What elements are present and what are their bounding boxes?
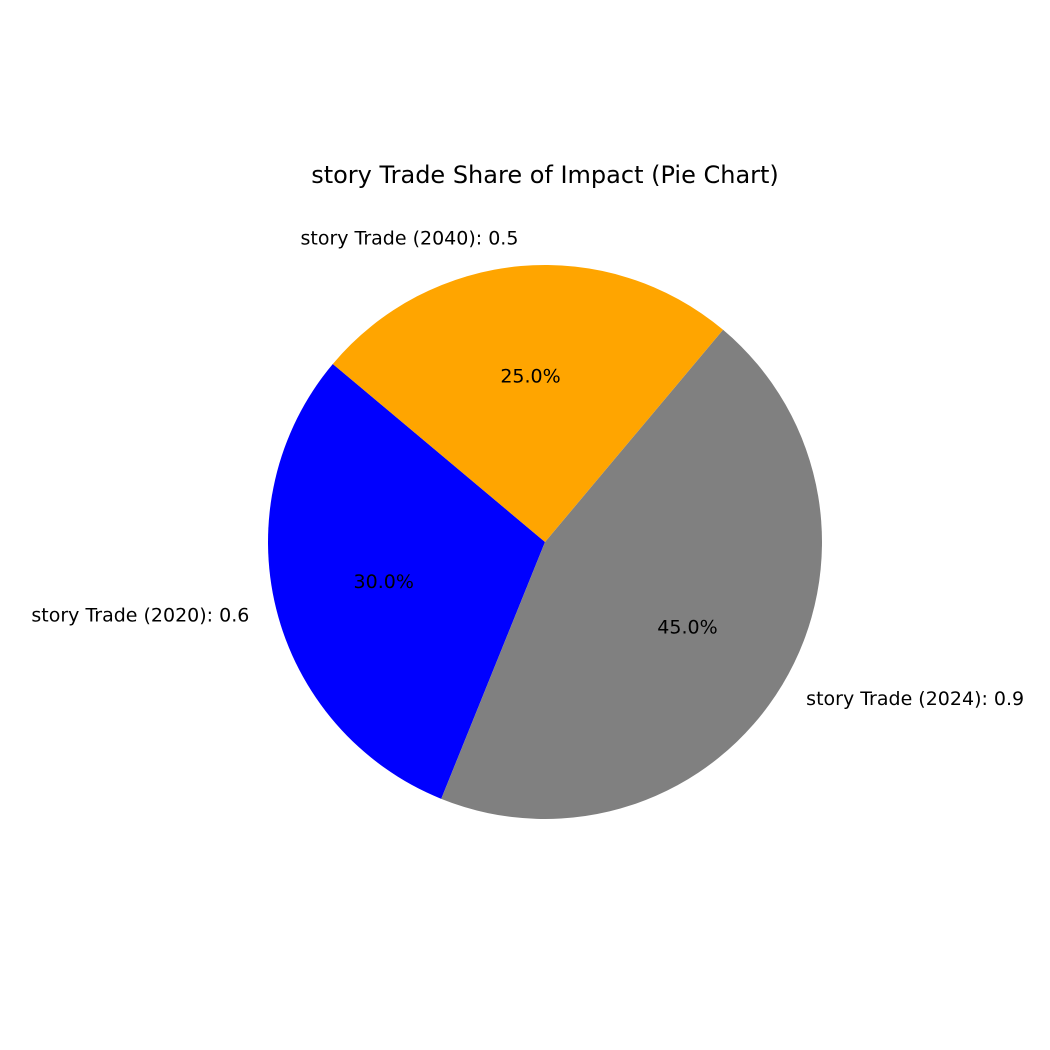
slice-label-0: story Trade (2020): 0.6 — [31, 605, 249, 627]
slice-percent-label-1: 45.0% — [657, 617, 717, 639]
pie-labels: 30.0% story Trade (2020): 0.6 45.0% story T… — [31, 227, 1024, 709]
slice-label-2: story Trade (2040): 0.5 — [300, 227, 518, 249]
pie-slice-0 — [268, 363, 545, 799]
slice-percent-label-0: 30.0% — [354, 571, 414, 593]
pie-slice-1 — [441, 329, 822, 819]
pie-slice-2 — [332, 265, 724, 542]
slice-percent-label-2: 25.0% — [500, 365, 560, 387]
chart-title: story Trade Share of Impact (Pie Chart) — [311, 161, 779, 189]
slice-label-1: story Trade (2024): 0.9 — [806, 688, 1024, 710]
pie-slices — [268, 265, 822, 819]
